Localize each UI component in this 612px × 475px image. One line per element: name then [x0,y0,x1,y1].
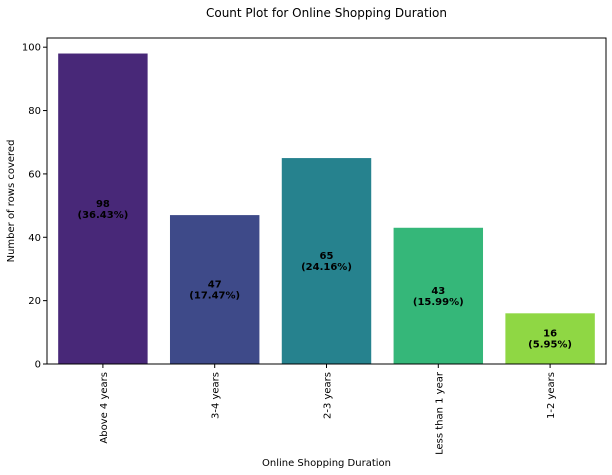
bar-percent-label: (17.47%) [189,291,240,302]
y-tick-label: 100 [22,43,41,54]
y-axis-title: Number of rows covered [6,140,17,263]
bar-percent-label: (5.95%) [528,340,572,351]
bar-value-label: 43 [431,286,445,297]
y-tick-label: 0 [35,360,41,371]
x-axis-title: Online Shopping Duration [262,458,391,469]
chart-title: Count Plot for Online Shopping Duration [206,6,447,20]
x-tick-label: 2-3 years [323,372,334,419]
bar [58,53,148,365]
x-tick-label: Less than 1 year [434,371,445,455]
y-tick-label: 40 [28,233,41,244]
bar-percent-label: (36.43%) [78,210,129,221]
bar-value-label: 98 [96,199,110,210]
bar-value-label: 47 [208,280,222,291]
bar [393,227,484,364]
y-tick-label: 80 [28,106,41,117]
x-tick-label: Above 4 years [99,372,110,444]
bar-value-label: 16 [543,329,557,340]
y-tick-label: 60 [28,169,41,180]
x-tick-label: 1-2 years [546,372,557,419]
bar [505,313,595,364]
bar-percent-label: (15.99%) [413,297,464,308]
y-axis: 0 20 40 60 80 100 [22,43,47,371]
bar-value-label: 65 [320,251,334,262]
plot-area: 98(36.43%) 47(17.47%) 65(24.16%) 43(15.99%)… [46,37,607,365]
bar [169,215,260,364]
x-tick-label: 3-4 years [211,372,222,419]
y-tick-label: 20 [28,296,41,307]
bar [281,158,372,364]
x-axis: Above 4 years 3-4 years 2-3 years Less than… [99,364,557,455]
bar-percent-label: (24.16%) [301,262,352,273]
